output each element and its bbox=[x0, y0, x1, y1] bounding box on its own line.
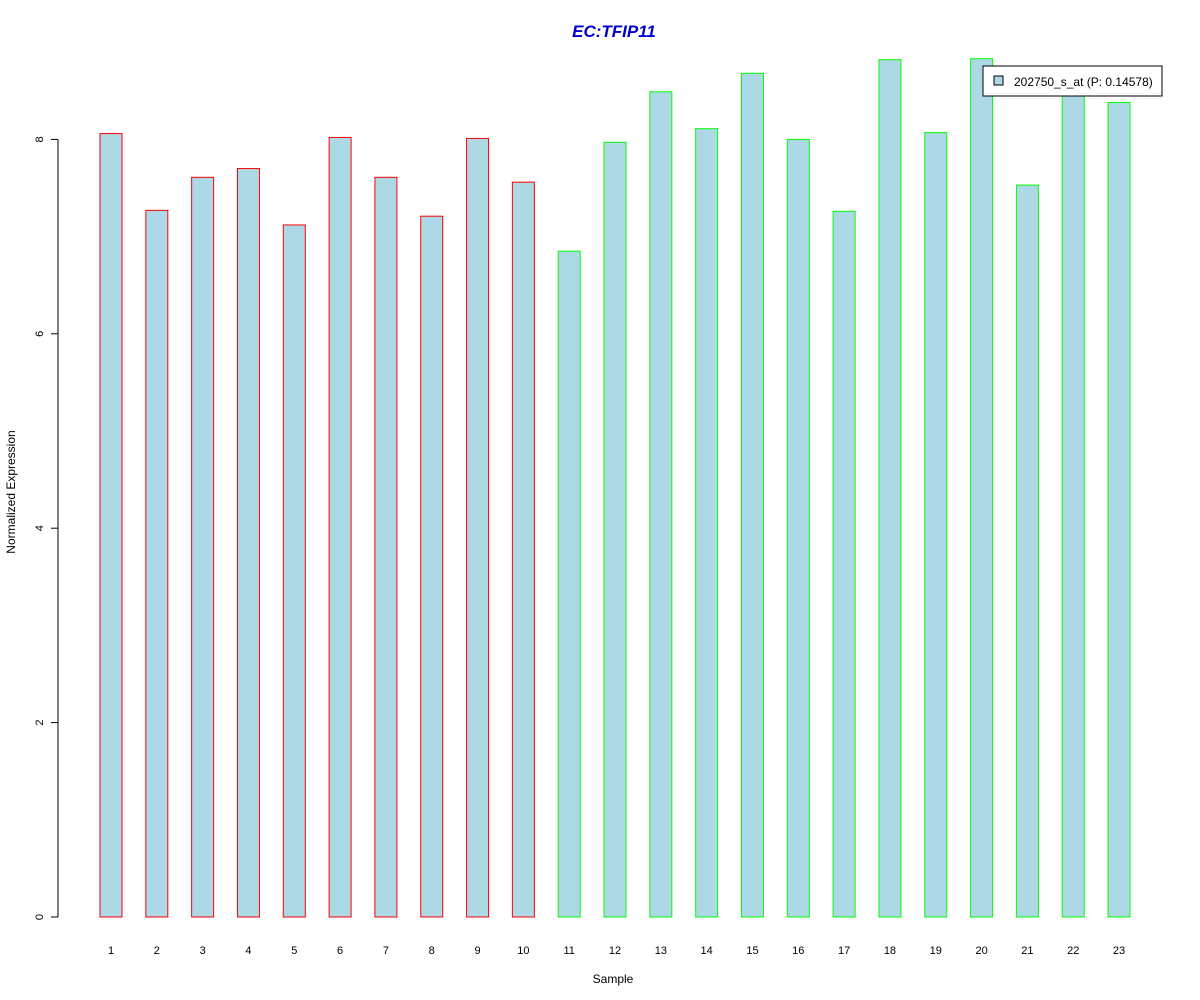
x-tick-label: 3 bbox=[200, 945, 206, 957]
x-tick-label: 18 bbox=[884, 945, 896, 957]
bar-sample-20 bbox=[970, 58, 994, 918]
x-tick-label: 12 bbox=[609, 945, 621, 957]
x-tick-label: 17 bbox=[838, 945, 850, 957]
bar-sample-3 bbox=[191, 176, 215, 918]
bar-sample-7 bbox=[374, 176, 398, 918]
x-tick-label: 11 bbox=[563, 945, 574, 957]
y-tick-label: 4 bbox=[34, 525, 46, 531]
y-axis: 0 2 4 6 8 bbox=[34, 136, 59, 920]
bar-sample-19 bbox=[924, 132, 948, 918]
y-tick-label: 0 bbox=[34, 914, 46, 920]
x-tick-label: 15 bbox=[746, 945, 758, 957]
x-tick-label: 13 bbox=[655, 945, 667, 957]
x-tick-label: 7 bbox=[383, 945, 389, 957]
x-tick-label: 1 bbox=[108, 945, 114, 957]
x-tick-label: 22 bbox=[1067, 945, 1079, 957]
y-axis-title: Normalized Expression bbox=[4, 430, 18, 553]
bar-sample-6 bbox=[328, 136, 352, 918]
bar-sample-15 bbox=[740, 72, 764, 918]
bars-group bbox=[99, 58, 1131, 918]
bar-sample-17 bbox=[832, 210, 856, 918]
x-tick-label: 20 bbox=[975, 945, 987, 957]
x-tick-label: 6 bbox=[337, 945, 343, 957]
bar-sample-12 bbox=[603, 141, 627, 918]
x-tick-label: 5 bbox=[291, 945, 297, 957]
legend-label: 202750_s_at (P: 0.14578) bbox=[1014, 75, 1153, 89]
x-tick-label: 14 bbox=[701, 945, 713, 957]
bar-sample-14 bbox=[695, 128, 719, 918]
x-tick-label: 4 bbox=[245, 945, 251, 957]
bar-sample-13 bbox=[649, 91, 673, 918]
y-tick-label: 2 bbox=[34, 720, 46, 726]
x-tick-labels: 1 2 3 4 5 6 7 8 9 10 11 12 13 14 15 16 17 18 19 20 21 22 23 bbox=[108, 945, 1125, 957]
y-tick-label: 6 bbox=[34, 331, 46, 337]
bar-sample-2 bbox=[145, 209, 169, 918]
bar-sample-16 bbox=[786, 138, 810, 918]
legend-box bbox=[982, 65, 1163, 97]
x-tick-label: 16 bbox=[792, 945, 804, 957]
chart-title: EC:TFIP11 bbox=[572, 22, 656, 41]
bar-sample-4 bbox=[236, 168, 260, 918]
bar-sample-11 bbox=[557, 250, 581, 918]
bar-sample-22 bbox=[1061, 95, 1085, 918]
bar-sample-18 bbox=[878, 59, 902, 918]
bar-sample-5 bbox=[282, 224, 306, 918]
legend: 202750_s_at (P: 0.14578) bbox=[982, 65, 1163, 97]
x-tick-label: 21 bbox=[1021, 945, 1033, 957]
x-tick-label: 8 bbox=[429, 945, 435, 957]
x-tick-label: 9 bbox=[474, 945, 480, 957]
x-tick-label: 23 bbox=[1113, 945, 1125, 957]
y-tick-label: 8 bbox=[34, 136, 46, 142]
bar-sample-9 bbox=[466, 137, 490, 918]
bar-sample-1 bbox=[99, 133, 123, 918]
bar-sample-23 bbox=[1107, 101, 1131, 918]
bar-sample-8 bbox=[420, 215, 444, 918]
x-tick-label: 19 bbox=[930, 945, 942, 957]
x-tick-label: 2 bbox=[154, 945, 160, 957]
x-axis-title: Sample bbox=[593, 972, 634, 986]
bar-sample-21 bbox=[1015, 184, 1039, 918]
x-tick-label: 10 bbox=[517, 945, 529, 957]
bar-sample-10 bbox=[511, 181, 535, 918]
legend-swatch bbox=[993, 75, 1004, 86]
